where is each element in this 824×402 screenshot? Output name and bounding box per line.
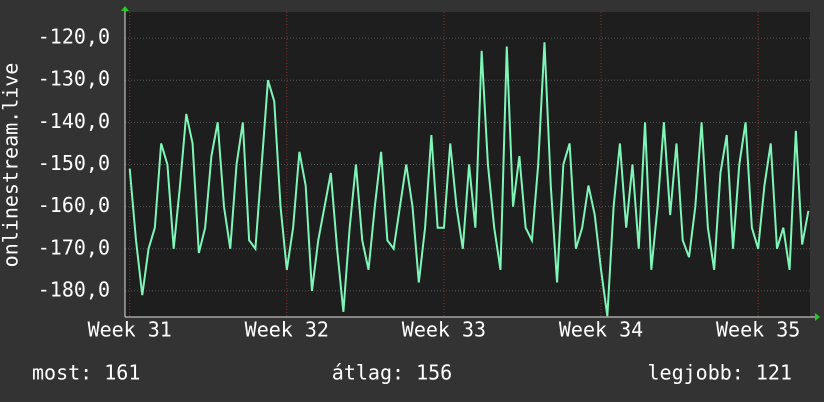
y-tick-label: -180,0: [38, 277, 110, 301]
footer-best: legjobb: 121: [648, 361, 793, 385]
y-tick-label: -130,0: [38, 67, 110, 91]
y-axis-label: onlinestream.live: [0, 63, 23, 268]
x-tick-label: Week 31: [88, 318, 172, 342]
x-tick-label: Week 33: [402, 318, 486, 342]
x-tick-label: Week 35: [716, 318, 800, 342]
y-tick-label: -140,0: [38, 109, 110, 133]
y-tick-label: -150,0: [38, 151, 110, 175]
footer-current: most: 161: [32, 361, 140, 385]
x-tick-label: Week 32: [245, 318, 329, 342]
y-tick-label: -160,0: [38, 193, 110, 217]
x-axis-arrow: [815, 313, 820, 321]
y-tick-label: -170,0: [38, 235, 110, 259]
y-tick-label: -120,0: [38, 25, 110, 49]
y-axis-arrow: [121, 6, 129, 11]
footer-average: átlag: 156: [332, 361, 452, 385]
data-line: [128, 42, 810, 317]
x-tick-label: Week 34: [559, 318, 643, 342]
